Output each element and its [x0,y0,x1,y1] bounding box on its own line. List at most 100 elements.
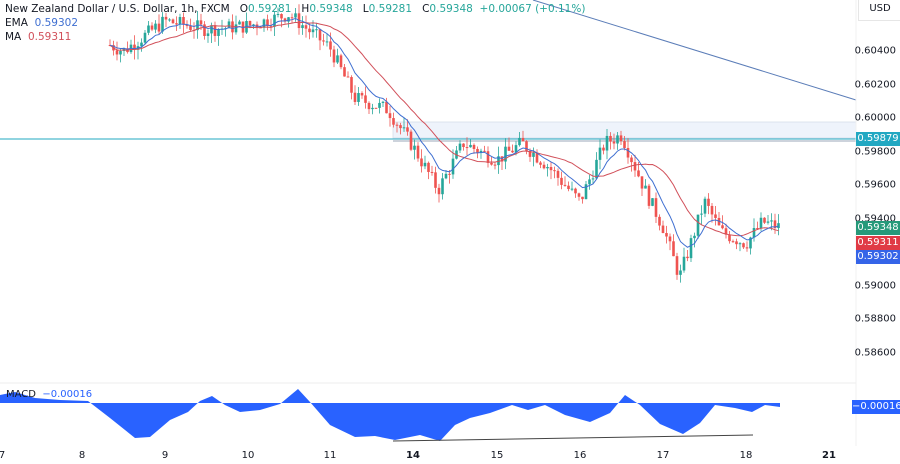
candle [497,156,500,166]
candle [514,145,518,153]
candle [336,55,339,63]
candle [777,223,780,229]
ema-line [109,17,779,248]
price-tag: 0.59311 [856,236,900,250]
candle [630,157,633,163]
candle [311,29,315,33]
candle [490,162,493,165]
candle [560,177,563,185]
price-tick-label: 0.60000 [854,112,896,124]
price-tag: 0.59348 [856,221,900,235]
candle [693,235,696,239]
candle [238,21,241,25]
candle [343,67,346,77]
candle [749,237,752,249]
candle [721,225,724,229]
candle [581,196,584,200]
candle [539,162,542,165]
candle [189,26,192,30]
macd-legend[interactable]: MACD −0.00016 [6,389,93,400]
candle [479,150,483,154]
candle [339,55,343,68]
candle [458,143,462,151]
candle [577,193,581,197]
time-tick-label: 8 [78,450,86,461]
candle [385,101,388,114]
candle [679,270,682,275]
candle [763,217,766,223]
candle [395,124,399,126]
candle [287,17,290,22]
candle [682,256,686,271]
candle [654,198,658,217]
candle [322,40,325,42]
candle [752,228,756,238]
candle [119,51,122,55]
candle [528,150,532,157]
candle [756,228,759,230]
price-tick-label: 0.58800 [854,313,896,325]
candle [143,32,147,43]
ema-legend[interactable]: EMA 0.59302 [5,17,78,29]
candle [367,102,371,110]
candle [742,243,745,248]
candle [147,25,150,33]
candle [623,141,626,148]
candle [588,179,591,185]
candle [392,118,395,125]
currency-label[interactable]: USD [858,0,900,21]
price-tick-label: 0.58600 [854,347,896,358]
candle [619,135,623,142]
candle [437,187,441,195]
candle [178,17,182,25]
price-tick-label: 0.59000 [854,280,896,291]
descending-trendline[interactable] [532,0,857,101]
time-tick-label: 15 [490,450,504,461]
macd-divergence-line[interactable] [392,434,754,442]
candle [472,144,476,149]
candle [647,185,651,206]
candle [416,145,420,159]
candle [154,23,157,30]
candle [728,234,731,242]
price-tick-label: 0.59600 [854,179,896,191]
candle [175,23,178,25]
candle [602,147,605,151]
candle [357,93,360,102]
candle [675,256,679,275]
candle [427,162,430,172]
candle [563,184,567,186]
candle [185,24,189,27]
candle [360,93,364,96]
candle [346,76,350,78]
price-tick-label: 0.59400 [854,213,896,224]
candle [402,127,406,129]
candle [329,41,332,50]
candle [707,198,710,206]
ohlc-change: +0.00067 (+0.11%) [479,3,586,15]
time-tick-label: 18 [739,450,753,461]
candle [532,152,535,157]
time-tick-label: 16 [573,450,587,461]
candle [157,23,161,32]
candle [409,131,413,150]
candle [182,17,185,25]
candle [570,188,574,190]
candle [290,17,294,19]
candle [668,236,672,242]
time-tick-label: 14 [406,450,420,461]
symbol-title: New Zealand Dollar / U.S. Dollar, 1h, FX… [5,3,230,15]
candle [574,188,577,194]
candle [469,144,472,148]
candle [150,25,154,30]
candle [304,25,308,29]
candle [413,145,416,150]
candle [766,221,770,223]
ohlc-close: C0.59348 [422,3,473,15]
price-tick-label: 0.60200 [854,79,896,90]
candles [108,4,780,283]
ma-legend[interactable]: MA 0.59311 [5,31,72,43]
candle [406,127,409,132]
candle [696,214,700,236]
